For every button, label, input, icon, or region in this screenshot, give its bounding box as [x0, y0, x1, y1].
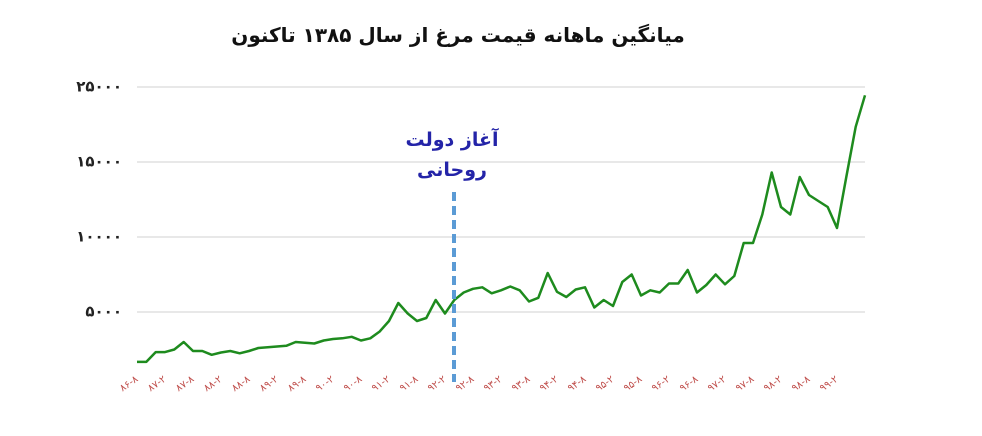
annotation-text: آغاز دولت [406, 127, 499, 151]
x-tick-label: ۹۱-۲ [370, 374, 392, 394]
y-tick-label: ۱۰۰۰۰ [76, 228, 122, 246]
x-tick-label: ۹۲-۲ [426, 374, 448, 394]
x-tick-label: ۸۷-۲ [146, 374, 168, 394]
x-tick-label: ۸۹-۲ [258, 374, 280, 394]
x-tick-label: ۸۷-۸ [174, 374, 197, 395]
y-tick-label: ۱۵۰۰۰ [76, 153, 122, 171]
x-tick-label: ۹۰-۸ [342, 374, 365, 395]
x-tick-label: ۹۵-۲ [594, 374, 616, 394]
x-tick-label: ۹۸-۸ [790, 374, 813, 395]
x-tick-label: ۸۸-۲ [202, 374, 224, 394]
x-tick-label: ۹۳-۲ [482, 374, 504, 394]
x-tick-label: ۹۹-۲ [818, 374, 840, 394]
y-tick-label: ۲۵۰۰۰ [76, 78, 122, 96]
line-series [137, 94, 867, 364]
annotation-text: روحانی [417, 159, 487, 181]
x-tick-label: ۹۷-۸ [734, 374, 757, 395]
x-tick-label: ۹۲-۸ [454, 374, 477, 395]
x-tick-label: ۹۷-۲ [706, 374, 728, 394]
x-tick-label: ۹۶-۸ [678, 374, 701, 395]
x-tick-label: ۹۶-۲ [650, 374, 672, 394]
chart-title: میانگین ماهانه قیمت مرغ از سال ۱۳۸۵ تاکن… [231, 23, 685, 47]
x-tick-label: ۹۵-۸ [622, 374, 645, 395]
x-tick-label: ۹۸-۲ [762, 374, 784, 394]
x-tick-label: ۹۱-۸ [398, 374, 421, 395]
x-tick-label: ۹۴-۸ [566, 374, 589, 395]
y-tick-label: ۵۰۰۰ [85, 303, 122, 321]
x-tick-label: ۹۰-۲ [314, 374, 336, 394]
x-tick-label: ۸۸-۸ [230, 374, 253, 395]
x-tick-label: ۸۹-۸ [286, 374, 309, 395]
x-tick-label: ۸۶-۸ [118, 374, 141, 395]
x-tick-label: ۹۳-۸ [510, 374, 533, 395]
x-tick-label: ۹۴-۲ [538, 374, 560, 394]
